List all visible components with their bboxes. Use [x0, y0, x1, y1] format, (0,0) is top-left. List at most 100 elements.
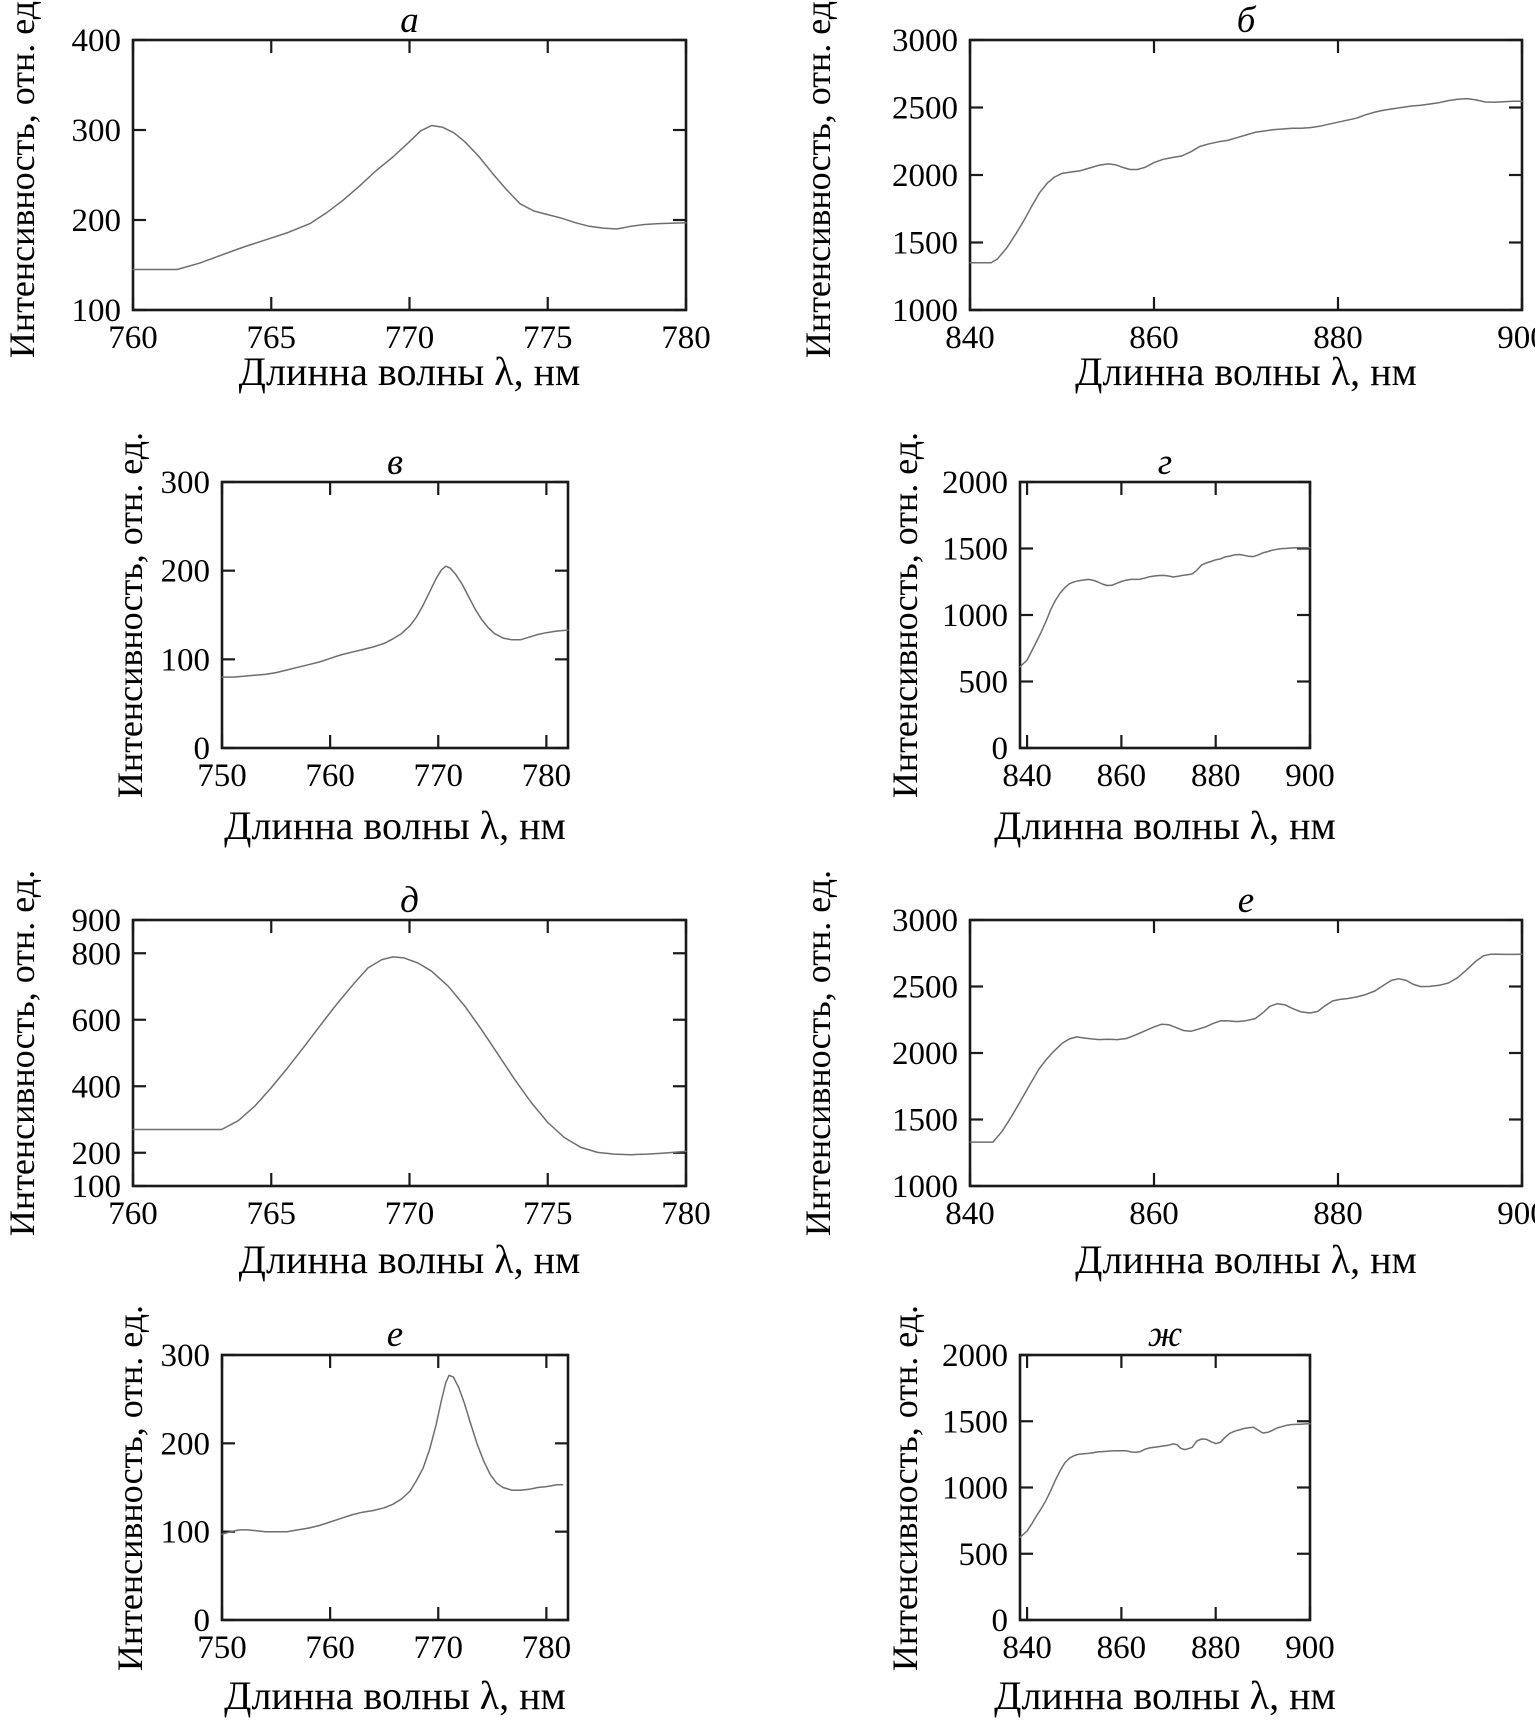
y-tick-label: 2000 [892, 1036, 958, 1072]
axes-box-a [131, 38, 688, 312]
axes-box-zh [1018, 1353, 1312, 1622]
y-tick-label: 400 [72, 23, 122, 59]
chart-g-xlabel: Длинна волны λ, нм [994, 803, 1336, 848]
spectrum-curve-v [221, 565, 569, 678]
x-tick-label: 860 [1097, 1630, 1147, 1666]
x-tick-label: 765 [247, 320, 297, 356]
chart-b-xlabel: Длинна волны λ, нм [1075, 349, 1417, 394]
x-tick-label: 900 [1497, 1196, 1535, 1232]
chart-e2-title: е [386, 1314, 404, 1355]
y-tick-label: 500 [959, 665, 1009, 701]
y-tick-label: 1500 [892, 226, 958, 262]
y-tick-label: 200 [72, 1136, 122, 1172]
y-tick-label: 200 [161, 1426, 211, 1462]
chart-g-title: г [1157, 442, 1173, 483]
y-tick-label: 400 [72, 1069, 122, 1105]
y-tick-label: 0 [194, 731, 211, 767]
chart-e-title: е [1237, 880, 1255, 921]
axes-box-g [1018, 480, 1312, 750]
x-tick-label: 770 [385, 1196, 435, 1232]
y-tick-label: 200 [72, 203, 122, 239]
chart-zh-title: ж [1147, 1314, 1183, 1355]
chart-zh-ylabel: Интенсивность, отн. ед. [885, 1304, 925, 1671]
chart-e2-xlabel: Длинна волны λ, нм [224, 1673, 566, 1718]
spectrum-curve-b [969, 97, 1523, 264]
spectrum-curve-e2 [221, 1374, 564, 1536]
x-tick-label: 770 [414, 758, 464, 794]
x-tick-label: 900 [1285, 758, 1335, 794]
x-tick-label: 840 [945, 1196, 995, 1232]
chart-d-xlabel: Длинна волны λ, нм [238, 1237, 581, 1282]
y-tick-label: 0 [992, 731, 1009, 767]
y-tick-label: 2000 [942, 1338, 1008, 1374]
y-tick-label: 100 [161, 642, 211, 678]
y-tick-label: 800 [72, 936, 122, 972]
spectrum-curve-g [1019, 546, 1311, 668]
y-tick-label: 500 [959, 1537, 1009, 1573]
x-tick-label: 775 [523, 1196, 573, 1232]
y-tick-label: 900 [72, 903, 122, 939]
axes-box-e2 [220, 1353, 570, 1622]
y-tick-label: 100 [161, 1515, 211, 1551]
axes-box-b [968, 38, 1524, 312]
x-tick-label: 780 [661, 1196, 711, 1232]
chart-e-xlabel: Длинна волны λ, нм [1075, 1237, 1417, 1282]
x-tick-label: 760 [108, 320, 158, 356]
chart-g-ylabel: Интенсивность, отн. ед. [885, 431, 925, 799]
chart-v-title: в [386, 442, 404, 483]
x-tick-label: 780 [661, 320, 711, 356]
x-tick-label: 840 [1002, 758, 1052, 794]
x-tick-label: 860 [1129, 1196, 1179, 1232]
x-tick-label: 900 [1497, 320, 1535, 356]
chart-d-title: д [400, 880, 419, 921]
y-tick-label: 1500 [942, 1404, 1008, 1440]
x-tick-label: 760 [305, 1630, 355, 1666]
x-tick-label: 760 [305, 758, 355, 794]
x-tick-label: 880 [1191, 1630, 1241, 1666]
y-tick-label: 1000 [942, 598, 1008, 634]
y-tick-label: 0 [992, 1603, 1009, 1639]
axes-box-v [220, 480, 570, 750]
chart-v-ylabel: Интенсивность, отн. ед. [110, 431, 150, 799]
y-tick-label: 1500 [942, 532, 1008, 568]
chart-a-xlabel: Длинна волны λ, нм [238, 349, 581, 394]
y-tick-label: 100 [72, 293, 122, 329]
x-tick-label: 880 [1313, 1196, 1363, 1232]
chart-b-title: б [1236, 0, 1256, 41]
x-tick-label: 840 [945, 320, 995, 356]
x-tick-label: 860 [1097, 758, 1147, 794]
chart-a-ylabel: Интенсивность, отн. ед. [2, 0, 42, 359]
x-tick-label: 780 [522, 758, 572, 794]
y-tick-label: 2500 [892, 91, 958, 127]
chart-e2-ylabel: Интенсивность, отн. ед. [110, 1304, 150, 1671]
chart-d-ylabel: Интенсивность, отн. ед. [2, 869, 42, 1237]
y-tick-label: 2000 [942, 465, 1008, 501]
chart-a-title: а [400, 0, 419, 41]
y-tick-label: 200 [161, 554, 211, 590]
spectrum-curve-a [132, 124, 687, 271]
spectrum-curve-d [132, 956, 687, 1156]
y-tick-label: 0 [194, 1603, 211, 1639]
x-tick-label: 880 [1191, 758, 1241, 794]
y-tick-label: 1000 [892, 293, 958, 329]
chart-e-ylabel: Интенсивность, отн. ед. [798, 869, 838, 1237]
y-tick-label: 300 [161, 465, 211, 501]
x-tick-label: 780 [522, 1630, 572, 1666]
y-tick-label: 300 [72, 113, 122, 149]
y-tick-label: 2000 [892, 158, 958, 194]
y-tick-label: 1000 [942, 1471, 1008, 1507]
chart-v-xlabel: Длинна волны λ, нм [224, 803, 566, 848]
x-tick-label: 900 [1285, 1630, 1335, 1666]
spectrum-curve-zh [1019, 1423, 1311, 1538]
y-tick-label: 3000 [892, 23, 958, 59]
x-tick-label: 775 [523, 320, 573, 356]
y-tick-label: 600 [72, 1003, 122, 1039]
y-tick-label: 1000 [892, 1169, 958, 1205]
y-tick-label: 100 [72, 1169, 122, 1205]
x-tick-label: 840 [1002, 1630, 1052, 1666]
x-tick-label: 750 [197, 1630, 247, 1666]
chart-b-ylabel: Интенсивность, отн. ед. [798, 0, 838, 359]
x-tick-label: 770 [385, 320, 435, 356]
